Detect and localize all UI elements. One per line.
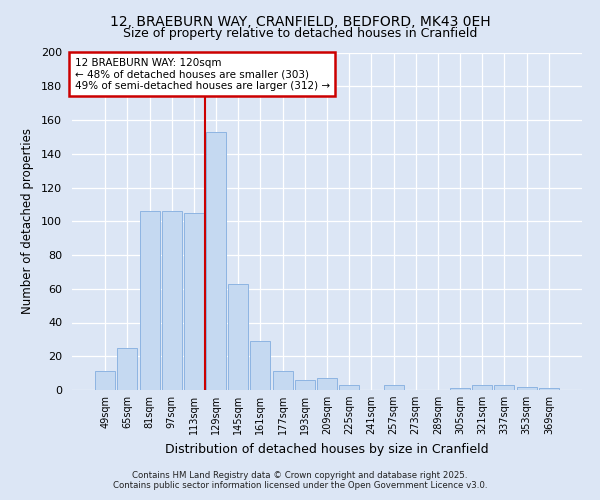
Bar: [95, 372, 115, 390]
Bar: [517, 386, 536, 390]
Bar: [118, 348, 137, 390]
Bar: [184, 213, 204, 390]
Text: Size of property relative to detached houses in Cranfield: Size of property relative to detached ho…: [123, 28, 477, 40]
Bar: [383, 385, 404, 390]
Bar: [162, 211, 182, 390]
Bar: [206, 132, 226, 390]
Bar: [140, 211, 160, 390]
Bar: [317, 378, 337, 390]
Bar: [272, 372, 293, 390]
Bar: [450, 388, 470, 390]
Bar: [250, 341, 271, 390]
Text: Contains HM Land Registry data © Crown copyright and database right 2025.
Contai: Contains HM Land Registry data © Crown c…: [113, 470, 487, 490]
X-axis label: Distribution of detached houses by size in Cranfield: Distribution of detached houses by size …: [165, 442, 489, 456]
Text: 12, BRAEBURN WAY, CRANFIELD, BEDFORD, MK43 0EH: 12, BRAEBURN WAY, CRANFIELD, BEDFORD, MK…: [110, 15, 490, 29]
Bar: [472, 385, 492, 390]
Bar: [295, 380, 315, 390]
Bar: [539, 388, 559, 390]
Y-axis label: Number of detached properties: Number of detached properties: [21, 128, 34, 314]
Bar: [339, 385, 359, 390]
Bar: [228, 284, 248, 390]
Bar: [494, 385, 514, 390]
Text: 12 BRAEBURN WAY: 120sqm
← 48% of detached houses are smaller (303)
49% of semi-d: 12 BRAEBURN WAY: 120sqm ← 48% of detache…: [74, 58, 329, 91]
